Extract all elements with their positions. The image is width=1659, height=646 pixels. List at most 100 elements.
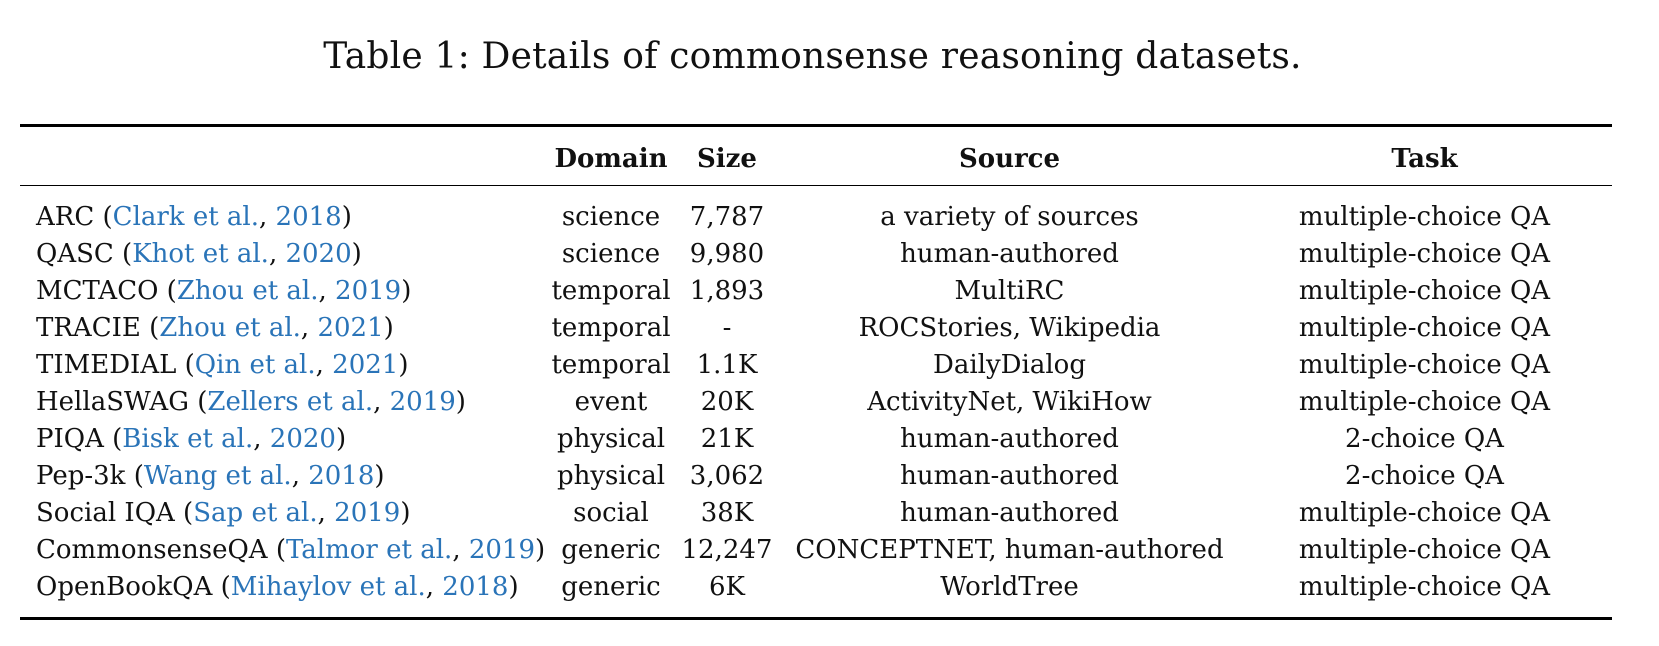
header-source: Source — [958, 144, 1061, 174]
table-row: ARC (Clark et al., 2018) science 7,787 a… — [20, 186, 1612, 236]
citation-year-link[interactable]: 2020 — [269, 423, 336, 454]
source-cell: human-authored — [900, 238, 1119, 269]
header-domain: Domain — [554, 144, 668, 174]
domain-cell: physical — [556, 423, 666, 454]
dataset-name: QASC — [36, 238, 114, 269]
citation-author-link[interactable]: Qin et al. — [194, 349, 316, 380]
size-cell: 20K — [700, 386, 754, 417]
dataset-name: MCTACO — [36, 275, 159, 306]
domain-cell: temporal — [551, 312, 671, 343]
task-cell: multiple-choice QA — [1298, 275, 1551, 306]
task-cell: 2-choice QA — [1345, 423, 1504, 454]
task-cell: multiple-choice QA — [1298, 534, 1551, 565]
task-cell: multiple-choice QA — [1298, 349, 1551, 380]
table-row: OpenBookQA (Mihaylov et al., 2018) gener… — [20, 568, 1612, 619]
citation-year-link[interactable]: 2018 — [275, 201, 342, 232]
domain-cell: generic — [561, 534, 661, 565]
source-cell: WorldTree — [940, 571, 1079, 602]
domain-cell: physical — [556, 460, 666, 491]
citation-year-link[interactable]: 2019 — [334, 497, 401, 528]
table-row: MCTACO (Zhou et al., 2019) temporal 1,89… — [20, 272, 1612, 309]
source-cell: ROCStories, Wikipedia — [858, 312, 1161, 343]
domain-cell: event — [574, 386, 648, 417]
source-cell: human-authored — [900, 423, 1119, 454]
citation-year-link[interactable]: 2021 — [317, 312, 384, 343]
source-cell: MultiRC — [954, 275, 1065, 306]
citation-year-link[interactable]: 2021 — [332, 349, 399, 380]
size-cell: 12,247 — [681, 534, 773, 565]
dataset-name: Pep-3k — [36, 460, 126, 491]
domain-cell: generic — [561, 571, 661, 602]
citation-year-link[interactable]: 2019 — [468, 534, 536, 565]
citation-year-link[interactable]: 2019 — [335, 275, 402, 306]
domain-cell: science — [561, 238, 661, 269]
citation-author-link[interactable]: Talmor et al. — [285, 534, 453, 565]
header-task: Task — [1391, 144, 1458, 174]
citation-author-link[interactable]: Sap et al. — [193, 497, 318, 528]
dataset-name: ARC — [36, 201, 95, 232]
source-cell: a variety of sources — [880, 201, 1139, 232]
domain-cell: temporal — [551, 349, 671, 380]
citation-author-link[interactable]: Mihaylov et al. — [230, 571, 426, 602]
dataset-cell: QASC (Khot et al., 2020) — [36, 238, 362, 269]
source-cell: ActivityNet, WikiHow — [867, 386, 1152, 417]
table-row: TRACIE (Zhou et al., 2021) temporal - RO… — [20, 309, 1612, 346]
dataset-cell: TRACIE (Zhou et al., 2021) — [36, 312, 394, 343]
dataset-name: CommonsenseQA — [36, 534, 268, 565]
size-cell: - — [722, 312, 732, 343]
dataset-cell: ARC (Clark et al., 2018) — [36, 201, 352, 232]
citation-year-link[interactable]: 2018 — [308, 460, 375, 491]
datasets-table-container: Domain Size Source Task ARC (Clark et al… — [20, 124, 1612, 620]
task-cell: multiple-choice QA — [1298, 386, 1551, 417]
size-cell: 3,062 — [689, 460, 765, 491]
citation-year-link[interactable]: 2018 — [442, 571, 509, 602]
task-cell: multiple-choice QA — [1298, 312, 1551, 343]
citation-author-link[interactable]: Wang et al. — [143, 460, 292, 491]
task-cell: multiple-choice QA — [1298, 238, 1551, 269]
table-row: HellaSWAG (Zellers et al., 2019) event 2… — [20, 383, 1612, 420]
source-cell: DailyDialog — [933, 349, 1086, 380]
source-cell: CONCEPTNET, human-authored — [795, 534, 1224, 565]
citation-author-link[interactable]: Zellers et al. — [207, 386, 374, 417]
citation-author-link[interactable]: Clark et al. — [112, 201, 260, 232]
dataset-cell: HellaSWAG (Zellers et al., 2019) — [36, 386, 466, 417]
table-row: PIQA (Bisk et al., 2020) physical 21K hu… — [20, 420, 1612, 457]
task-cell: multiple-choice QA — [1298, 497, 1551, 528]
dataset-name: Social IQA — [36, 497, 175, 528]
domain-cell: temporal — [551, 275, 671, 306]
table-caption: Table 1: Details of commonsense reasonin… — [323, 36, 1302, 77]
table-body: ARC (Clark et al., 2018) science 7,787 a… — [20, 186, 1612, 619]
citation-year-link[interactable]: 2020 — [285, 238, 352, 269]
citation-author-link[interactable]: Khot et al. — [132, 238, 269, 269]
citation-author-link[interactable]: Zhou et al. — [159, 312, 301, 343]
dataset-name: PIQA — [36, 423, 104, 454]
dataset-cell: TIMEDIAL (Qin et al., 2021) — [36, 349, 409, 380]
citation-author-link[interactable]: Zhou et al. — [176, 275, 319, 306]
table-header: Domain Size Source Task — [20, 125, 1612, 186]
header-size: Size — [697, 144, 757, 174]
dataset-name: OpenBookQA — [36, 571, 213, 602]
citation-author-link[interactable]: Bisk et al. — [122, 423, 254, 454]
size-cell: 9,980 — [689, 238, 765, 269]
size-cell: 38K — [700, 497, 754, 528]
size-cell: 1,893 — [689, 275, 765, 306]
dataset-name: TRACIE — [36, 312, 141, 343]
task-cell: multiple-choice QA — [1298, 571, 1551, 602]
size-cell: 7,787 — [689, 201, 765, 232]
table-row: QASC (Khot et al., 2020) science 9,980 h… — [20, 235, 1612, 272]
task-cell: multiple-choice QA — [1298, 201, 1551, 232]
table-row: Pep-3k (Wang et al., 2018) physical 3,06… — [20, 457, 1612, 494]
domain-cell: science — [561, 201, 661, 232]
header-name — [20, 126, 550, 186]
citation-year-link[interactable]: 2019 — [389, 386, 456, 417]
dataset-cell: OpenBookQA (Mihaylov et al., 2018) — [36, 571, 519, 602]
dataset-cell: Pep-3k (Wang et al., 2018) — [36, 460, 385, 491]
dataset-cell: Social IQA (Sap et al., 2019) — [36, 497, 411, 528]
source-cell: human-authored — [900, 497, 1119, 528]
domain-cell: social — [573, 497, 649, 528]
table-row: TIMEDIAL (Qin et al., 2021) temporal 1.1… — [20, 346, 1612, 383]
size-cell: 6K — [709, 571, 745, 602]
header-row: Domain Size Source Task — [20, 125, 1612, 186]
dataset-cell: CommonsenseQA (Talmor et al., 2019) — [36, 534, 546, 565]
size-cell: 21K — [700, 423, 754, 454]
